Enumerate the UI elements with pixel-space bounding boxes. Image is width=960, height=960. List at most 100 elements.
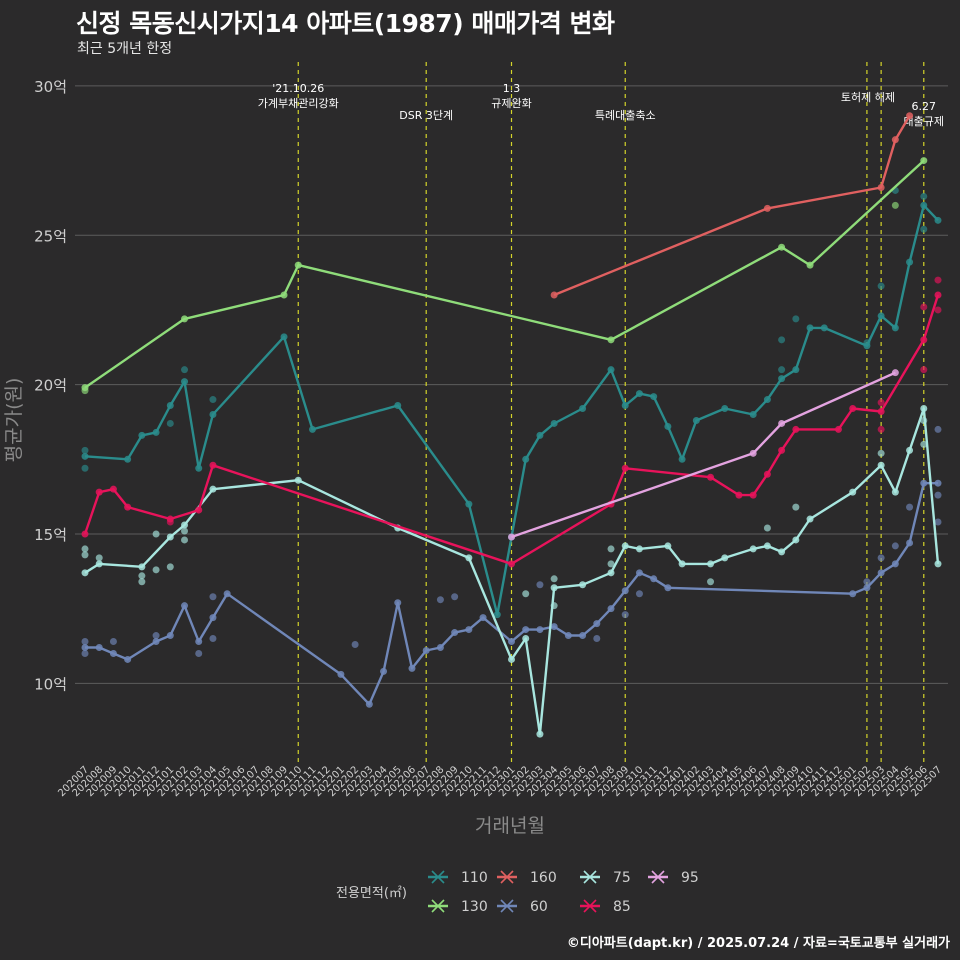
- data-point: [877, 399, 885, 407]
- data-point: [834, 425, 842, 433]
- data-point: [81, 452, 89, 460]
- data-point: [465, 554, 473, 562]
- data-point: [707, 560, 715, 568]
- data-point: [138, 563, 146, 571]
- series-line: [84, 159, 925, 389]
- data-point: [81, 446, 89, 454]
- data-point: [109, 638, 117, 646]
- data-point: [792, 536, 800, 544]
- data-point: [778, 548, 786, 556]
- series-line: [511, 371, 896, 539]
- data-point: [934, 479, 942, 487]
- data-point: [166, 563, 174, 571]
- series-95: [508, 369, 899, 541]
- data-point: [749, 410, 757, 418]
- data-point: [536, 431, 544, 439]
- data-point: [550, 584, 558, 592]
- event-label: 대출규제: [904, 115, 944, 128]
- data-point: [763, 204, 771, 212]
- legend-swatch-x: [500, 899, 514, 913]
- data-point: [749, 491, 757, 499]
- data-point: [621, 611, 629, 619]
- series-60: [81, 425, 942, 708]
- data-point: [607, 366, 615, 374]
- data-point: [181, 378, 189, 386]
- data-point: [920, 192, 928, 200]
- data-point: [522, 626, 530, 634]
- data-point: [181, 315, 189, 323]
- chart-title: 신정 목동신시가지14 아파트(1987) 매매가격 변화: [76, 9, 615, 38]
- data-point: [635, 569, 643, 577]
- data-point: [863, 342, 871, 350]
- data-point: [223, 590, 231, 598]
- y-tick-label: 15억: [34, 526, 67, 544]
- y-tick-label: 20억: [34, 377, 67, 395]
- data-point: [877, 425, 885, 433]
- legend-item-160: 160: [497, 870, 557, 886]
- data-point: [451, 629, 459, 637]
- legend-label: 85: [613, 899, 631, 915]
- data-point: [749, 545, 757, 553]
- data-point: [95, 554, 103, 562]
- data-point: [934, 276, 942, 284]
- data-point: [280, 291, 288, 299]
- legend-label: 95: [681, 870, 699, 886]
- data-point: [891, 542, 899, 550]
- data-point: [166, 632, 174, 640]
- data-point: [792, 503, 800, 511]
- data-point: [337, 670, 345, 678]
- data-point: [906, 446, 914, 454]
- data-point: [778, 419, 786, 427]
- data-point: [763, 470, 771, 478]
- data-point: [195, 506, 203, 514]
- data-point: [778, 375, 786, 383]
- data-point: [664, 542, 672, 550]
- event-label: DSR 3단계: [399, 109, 453, 122]
- data-point: [152, 566, 160, 574]
- data-point: [891, 201, 899, 209]
- data-point: [920, 225, 928, 233]
- data-point: [550, 575, 558, 583]
- data-point: [536, 581, 544, 589]
- data-point: [138, 572, 146, 580]
- data-point: [635, 545, 643, 553]
- data-point: [891, 488, 899, 496]
- legend-swatch-x: [583, 870, 597, 884]
- data-point: [124, 503, 132, 511]
- data-point: [181, 366, 189, 374]
- data-point: [849, 488, 857, 496]
- data-point: [152, 632, 160, 640]
- data-point: [166, 515, 174, 523]
- event-label: 6.27: [912, 100, 937, 113]
- legend-label: 130: [461, 899, 488, 915]
- data-point: [877, 312, 885, 320]
- legend-item-60: 60: [497, 899, 548, 915]
- data-point: [778, 243, 786, 251]
- data-point: [607, 605, 615, 613]
- series-85: [81, 276, 942, 568]
- data-point: [607, 560, 615, 568]
- data-point: [920, 201, 928, 209]
- series-line: [84, 407, 940, 736]
- data-point: [95, 643, 103, 651]
- data-point: [166, 402, 174, 410]
- data-point: [209, 635, 217, 643]
- data-point: [81, 545, 89, 553]
- data-point: [763, 396, 771, 404]
- data-point: [209, 461, 217, 469]
- event-label: 가계부채관리강화: [258, 97, 339, 110]
- data-point: [209, 614, 217, 622]
- data-point: [621, 402, 629, 410]
- data-point: [394, 599, 402, 607]
- data-point: [650, 393, 658, 401]
- data-point: [778, 336, 786, 344]
- data-point: [920, 157, 928, 165]
- data-point: [792, 315, 800, 323]
- data-point: [95, 560, 103, 568]
- legend-item-85: 85: [580, 899, 631, 915]
- data-point: [635, 390, 643, 398]
- data-point: [749, 449, 757, 457]
- data-point: [934, 291, 942, 299]
- series-75: [81, 405, 942, 738]
- legend-label: 60: [530, 899, 548, 915]
